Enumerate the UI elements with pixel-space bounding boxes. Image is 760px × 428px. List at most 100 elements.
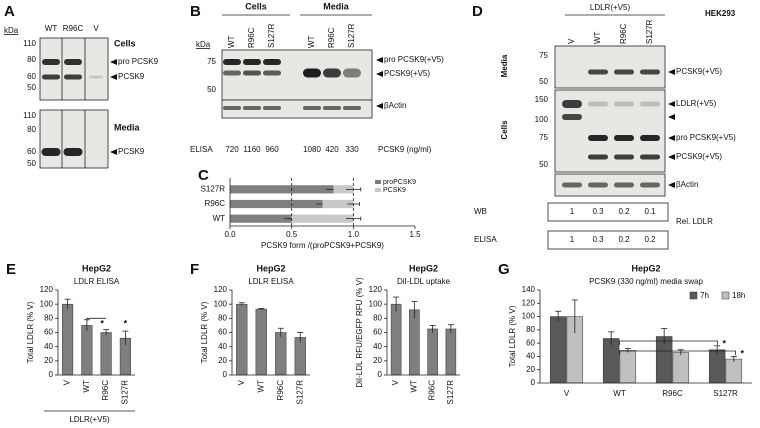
label: 100 bbox=[535, 115, 549, 124]
arrow bbox=[668, 154, 675, 160]
label: PCSK9(+V5) bbox=[676, 67, 722, 76]
bar bbox=[230, 214, 292, 223]
x-tick-label: R96C bbox=[662, 389, 683, 398]
rotated-label: R96C bbox=[101, 380, 110, 401]
x-tick-label: WT bbox=[613, 389, 626, 398]
label: R96C bbox=[63, 24, 84, 33]
rotated-label: R96C bbox=[276, 380, 285, 401]
blot-band bbox=[614, 154, 634, 160]
y-tick-label: 140 bbox=[522, 285, 536, 294]
label: pro PCSK9(+V5) bbox=[676, 133, 736, 142]
label: Media bbox=[323, 1, 350, 11]
blot-band bbox=[588, 69, 608, 75]
blot-band bbox=[303, 106, 321, 110]
label: 330 bbox=[345, 145, 359, 154]
rotated-label: Total LDLR (% V) bbox=[26, 301, 35, 363]
y-tick-label: 120 bbox=[214, 285, 228, 294]
y-tick-label: 40 bbox=[526, 352, 535, 361]
blot-band bbox=[562, 100, 582, 108]
label: 75 bbox=[539, 51, 548, 60]
arrow bbox=[668, 135, 675, 141]
label: PCSK9 (ng/ml) bbox=[378, 145, 432, 154]
panel-label: F bbox=[190, 261, 199, 278]
blot-band bbox=[614, 101, 634, 107]
bar bbox=[619, 350, 637, 384]
arrow bbox=[110, 149, 117, 155]
x-tick-label: 0.0 bbox=[224, 230, 236, 239]
label: 50 bbox=[539, 77, 548, 86]
label: 0.2 bbox=[618, 207, 630, 216]
arrow bbox=[376, 103, 383, 109]
label: PCSK9 bbox=[118, 72, 145, 81]
bar bbox=[230, 185, 334, 194]
blot-band bbox=[640, 182, 660, 188]
rotated-label: WT bbox=[307, 35, 316, 48]
blot-band bbox=[588, 154, 608, 160]
significance-bracket bbox=[86, 317, 107, 323]
rotated-label: V bbox=[237, 379, 246, 385]
label: Cells bbox=[245, 1, 267, 11]
group-label: LDLR(+V5) bbox=[69, 415, 110, 424]
label: 50 bbox=[27, 83, 36, 92]
label: βActin bbox=[384, 101, 406, 110]
blot-band bbox=[562, 182, 582, 188]
arrow bbox=[668, 69, 675, 75]
y-tick-label: R96C bbox=[205, 199, 226, 208]
bar bbox=[322, 199, 354, 209]
blot-band bbox=[640, 154, 660, 160]
rotated-label: R96C bbox=[619, 23, 628, 44]
chart-title: HepG2 bbox=[631, 263, 660, 273]
y-tick-label: 40 bbox=[373, 342, 382, 351]
label: 1080 bbox=[303, 145, 321, 154]
blot-band bbox=[263, 59, 281, 65]
label: WB bbox=[474, 207, 487, 216]
label: βActin bbox=[676, 180, 698, 189]
blot-band bbox=[640, 101, 660, 107]
bar bbox=[62, 303, 74, 376]
panel-label: C bbox=[198, 167, 209, 184]
label: 0.2 bbox=[618, 235, 630, 244]
blot-frame bbox=[554, 45, 666, 89]
blot-band bbox=[243, 59, 261, 65]
label: 110 bbox=[23, 39, 36, 48]
label: 0.3 bbox=[592, 207, 604, 216]
label: Cells bbox=[114, 38, 136, 48]
panel-label: A bbox=[4, 3, 15, 20]
rotated-label: S127R bbox=[267, 23, 276, 48]
x-axis-label: PCSK9 form /(proPCSK9+PCSK9) bbox=[261, 241, 384, 250]
label: PCSK9(+V5) bbox=[676, 152, 722, 161]
label: 1160 bbox=[243, 145, 261, 154]
legend-label: PCSK9 bbox=[383, 187, 406, 194]
bar bbox=[275, 332, 287, 376]
significance-bracket bbox=[619, 350, 736, 355]
value-box bbox=[547, 202, 669, 222]
label: 110 bbox=[23, 111, 36, 120]
y-tick-label: 100 bbox=[40, 299, 54, 308]
rotated-label: WT bbox=[593, 31, 602, 44]
rotated-label: DiI-LDL RFU/EGFP RFU (% V) bbox=[355, 277, 364, 388]
chart-title: HepG2 bbox=[409, 263, 438, 273]
label: 0.3 bbox=[592, 235, 604, 244]
rotated-label: V bbox=[567, 38, 576, 44]
arrow bbox=[376, 71, 383, 77]
rotated-label: WT bbox=[82, 380, 91, 393]
label: 50 bbox=[27, 159, 36, 168]
blot-band bbox=[223, 106, 241, 110]
y-tick-label: 120 bbox=[522, 298, 536, 307]
y-tick-label: 20 bbox=[218, 356, 227, 365]
rotated-label: WT bbox=[409, 380, 418, 393]
label: 50 bbox=[207, 85, 216, 94]
rotated-label: Total LDLR (% V) bbox=[508, 305, 517, 367]
bar bbox=[294, 337, 306, 376]
label: Rel. LDLR bbox=[676, 217, 713, 226]
y-tick-label: 40 bbox=[44, 342, 53, 351]
rotated-label: Total LDLR (% V) bbox=[200, 301, 209, 363]
rotated-label: S127R bbox=[645, 19, 654, 44]
panel-label: E bbox=[6, 261, 16, 278]
y-tick-label: 60 bbox=[373, 328, 382, 337]
arrow bbox=[668, 114, 675, 120]
y-tick-label: 20 bbox=[44, 356, 53, 365]
label: 75 bbox=[207, 57, 216, 66]
x-tick-label: 1.5 bbox=[409, 230, 421, 239]
